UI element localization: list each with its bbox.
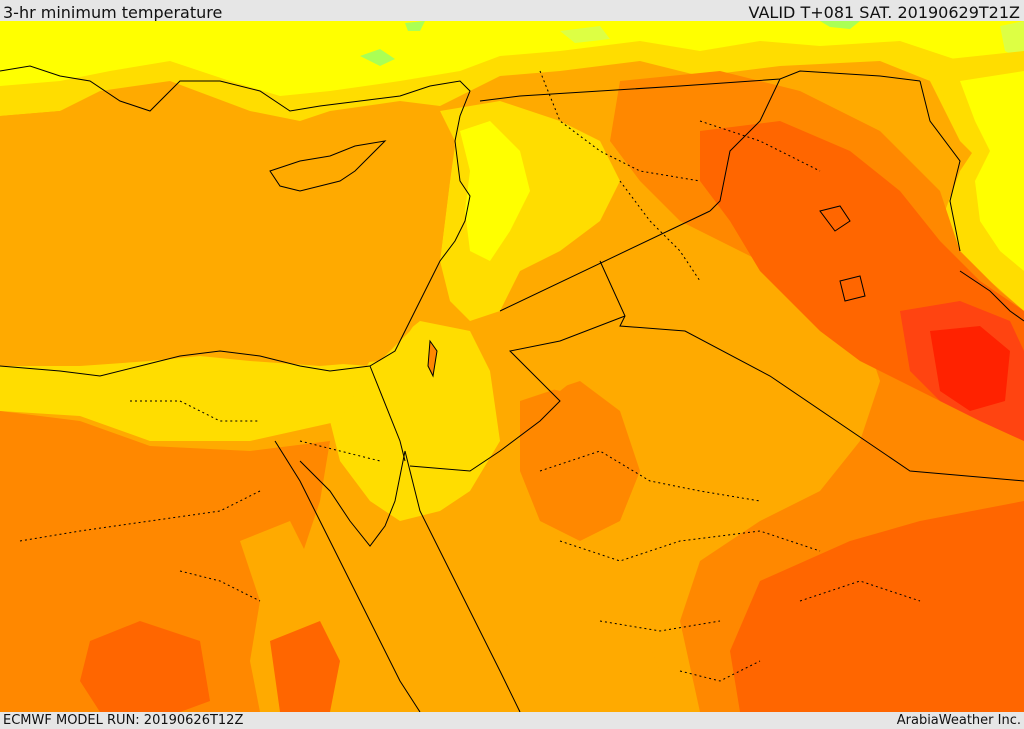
map-title: 3-hr minimum temperature bbox=[3, 3, 223, 22]
dark-orange-egypt-south-2 bbox=[270, 621, 340, 712]
dark-orange-south-east bbox=[730, 501, 1024, 712]
border-iraq-iran bbox=[919, 80, 961, 252]
valid-time-label: VALID T+081 SAT. 20190629T21Z bbox=[748, 3, 1020, 22]
red-patch-iraq-core bbox=[930, 326, 1010, 411]
border-jordan-saudi bbox=[409, 315, 626, 472]
temperature-map[interactable] bbox=[0, 21, 1024, 712]
coastline-gulf bbox=[959, 270, 1024, 322]
admin-borders bbox=[19, 70, 921, 682]
coastline-arabia-red-sea bbox=[404, 450, 521, 712]
mediterranean-sea bbox=[0, 86, 455, 366]
yellow-band-north-inner bbox=[0, 21, 1024, 96]
credit-label: ArabiaWeather Inc. bbox=[896, 713, 1021, 728]
header-bar: 3-hr minimum temperature VALID T+081 SAT… bbox=[0, 0, 1024, 22]
coastline-red-sea-west bbox=[274, 440, 421, 712]
orange-arabia-central bbox=[520, 381, 640, 541]
yellow-band-east-inner bbox=[960, 71, 1024, 271]
coastline-levant bbox=[369, 140, 471, 367]
orange-jordan-light bbox=[480, 311, 610, 391]
border-turkey-syria bbox=[479, 70, 921, 102]
lake-razzaza bbox=[839, 275, 866, 302]
orange-arabia-west-light bbox=[450, 501, 660, 712]
dead-sea bbox=[427, 339, 438, 378]
lake-tharthar bbox=[819, 205, 851, 232]
green-patches bbox=[360, 21, 860, 66]
border-syria-iraq bbox=[709, 78, 781, 212]
coastline-turkey bbox=[0, 65, 471, 142]
footer-bar: ECMWF MODEL RUN: 20190626T12Z ArabiaWeat… bbox=[0, 712, 1024, 729]
coastline-egypt bbox=[0, 350, 371, 377]
model-run-label: ECMWF MODEL RUN: 20190626T12Z bbox=[3, 713, 244, 728]
coastline-sinai bbox=[299, 450, 406, 547]
yellow-egypt-coast bbox=[0, 356, 370, 441]
cyprus-outline bbox=[269, 140, 387, 192]
dark-orange-egypt-south bbox=[80, 621, 210, 712]
orange-egypt bbox=[0, 411, 330, 712]
border-egypt-israel bbox=[369, 365, 406, 462]
yellow-strip-levant-inner bbox=[460, 121, 530, 261]
